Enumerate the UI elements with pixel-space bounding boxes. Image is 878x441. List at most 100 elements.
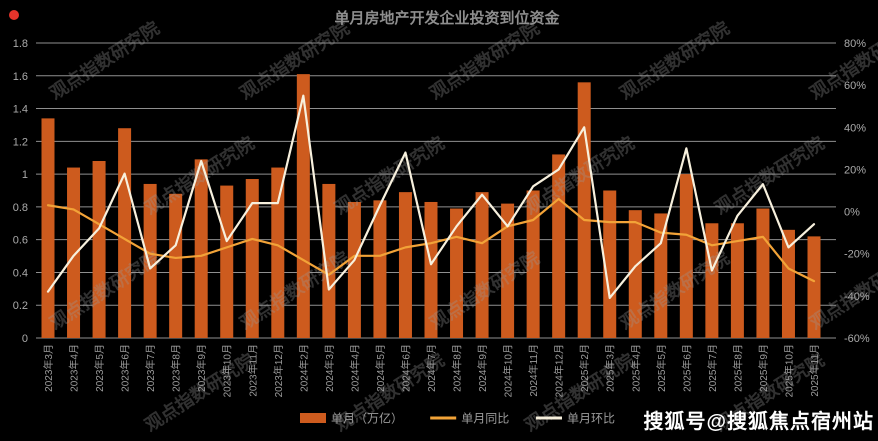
left-axis-tick: 1: [22, 169, 28, 181]
x-axis-label: 2025年7月: [706, 344, 719, 392]
x-axis-label: 2025年10月: [782, 344, 795, 397]
bar[interactable]: [526, 190, 540, 339]
bar[interactable]: [654, 213, 668, 338]
x-axis-label: 2023年4月: [68, 344, 81, 392]
bar[interactable]: [450, 208, 464, 338]
bar[interactable]: [245, 179, 259, 338]
x-axis-label: 2023年6月: [119, 344, 132, 392]
red-dot-icon: [9, 10, 19, 20]
bar[interactable]: [373, 200, 387, 338]
left-axis-tick: 0.2: [13, 300, 28, 312]
bar[interactable]: [347, 201, 361, 338]
x-axis-label: 2023年3月: [42, 344, 55, 392]
bar[interactable]: [679, 174, 693, 338]
legend-label: 单月同比: [461, 412, 509, 426]
right-axis-tick: -60%: [844, 333, 870, 345]
left-axis-tick: 0.8: [13, 202, 28, 214]
legend-line-swatch: [430, 416, 457, 420]
legend-item[interactable]: 单月（万亿）: [300, 411, 403, 426]
bar[interactable]: [143, 183, 157, 338]
left-axis-tick: 0.6: [13, 235, 28, 247]
x-axis-label: 2025年4月: [629, 344, 642, 392]
bar[interactable]: [756, 208, 770, 338]
bar[interactable]: [501, 203, 515, 338]
left-axis-tick: 1.4: [13, 104, 28, 116]
x-axis-label: 2023年7月: [144, 344, 157, 392]
x-axis-label: 2023年12月: [272, 344, 285, 397]
left-axis-tick: 0: [22, 333, 28, 345]
left-axis-labels: 1.8 1.6 1.4 1.2 1 0.8 0.6 0.4 0.2 0: [13, 38, 28, 345]
legend-item[interactable]: 单月同比: [430, 412, 509, 426]
x-axis-label: 2025年9月: [757, 344, 770, 392]
x-axis-label: 2023年9月: [195, 344, 208, 392]
bar[interactable]: [296, 74, 310, 338]
x-axis-labels: 2023年3月 2023年4月 2023年5月 2023年6月 2023年7月 2023年…: [42, 344, 821, 397]
x-axis-label: 2024年4月: [348, 344, 361, 392]
right-axis-tick: 80%: [844, 38, 866, 50]
bar[interactable]: [220, 185, 234, 338]
right-axis-tick: 60%: [844, 80, 866, 92]
x-axis-label: 2025年11月: [808, 344, 821, 397]
bar[interactable]: [118, 128, 132, 338]
x-axis-label: 2024年3月: [323, 344, 336, 392]
bar[interactable]: [424, 201, 438, 338]
left-axis-tick: 0.4: [13, 267, 28, 279]
x-axis-label: 2025年3月: [604, 344, 617, 392]
mom-line[interactable]: [46, 94, 816, 300]
bar[interactable]: [92, 161, 106, 338]
right-axis-tick: 40%: [844, 122, 866, 134]
footer-watermark: 搜狐号@搜狐焦点宿州站: [643, 409, 874, 433]
left-axis-tick: 1.8: [13, 38, 28, 50]
bar[interactable]: [41, 118, 55, 338]
x-axis-label: 2023年8月: [170, 344, 183, 392]
bar[interactable]: [577, 82, 591, 338]
legend-line-swatch: [536, 416, 562, 420]
bar[interactable]: [730, 223, 744, 338]
x-axis-label: 2025年5月: [655, 344, 668, 392]
bar[interactable]: [781, 229, 795, 338]
legend-label: 单月环比: [567, 412, 615, 426]
x-axis-label: 2024年8月: [451, 344, 464, 392]
right-axis-tick: -20%: [844, 249, 870, 261]
right-axis-labels: 80% 60% 40% 20% 0% -20% -40% -60%: [844, 38, 870, 345]
bar[interactable]: [603, 190, 617, 339]
x-axis-label: 2025年2月: [578, 344, 591, 392]
left-axis-tick: 1.2: [13, 136, 28, 148]
x-axis-label: 2024年9月: [476, 344, 489, 392]
chart-title: 单月房地产开发企业投资到位资金: [334, 9, 560, 27]
x-axis-label: 2024年7月: [425, 344, 438, 392]
legend: 单月（万亿） 单月同比 单月环比: [300, 411, 615, 426]
x-axis-label: 2023年10月: [221, 344, 234, 397]
bar-series: [41, 74, 821, 339]
legend-label: 单月（万亿）: [331, 411, 403, 426]
x-axis-label: 2023年5月: [93, 344, 106, 392]
x-axis-label: 2024年11月: [527, 344, 540, 397]
right-axis-tick: 0%: [844, 207, 860, 219]
bar[interactable]: [475, 192, 489, 338]
x-axis-label: 2025年6月: [680, 344, 693, 392]
right-axis-tick: 20%: [844, 164, 866, 176]
legend-item[interactable]: 单月环比: [536, 412, 615, 426]
x-axis-label: 2024年6月: [399, 344, 412, 392]
yoy-line[interactable]: [46, 197, 816, 283]
right-axis-tick: -40%: [844, 291, 870, 303]
x-axis-label: 2023年11月: [246, 344, 259, 397]
legend-bar-swatch: [300, 413, 326, 423]
bar[interactable]: [194, 159, 208, 338]
bar[interactable]: [169, 193, 183, 338]
x-axis-label: 2025年8月: [731, 344, 744, 392]
x-axis-label: 2024年5月: [374, 344, 387, 392]
left-axis-tick: 1.6: [13, 71, 28, 83]
x-axis-label: 2024年2月: [297, 344, 310, 392]
bar[interactable]: [807, 236, 821, 338]
x-axis-label: 2024年10月: [502, 344, 515, 397]
bar[interactable]: [271, 167, 285, 338]
line-series: [46, 94, 816, 300]
bar[interactable]: [628, 210, 642, 338]
x-axis-label: 2024年12月: [553, 344, 566, 397]
bar[interactable]: [322, 183, 336, 338]
bar[interactable]: [398, 192, 412, 338]
